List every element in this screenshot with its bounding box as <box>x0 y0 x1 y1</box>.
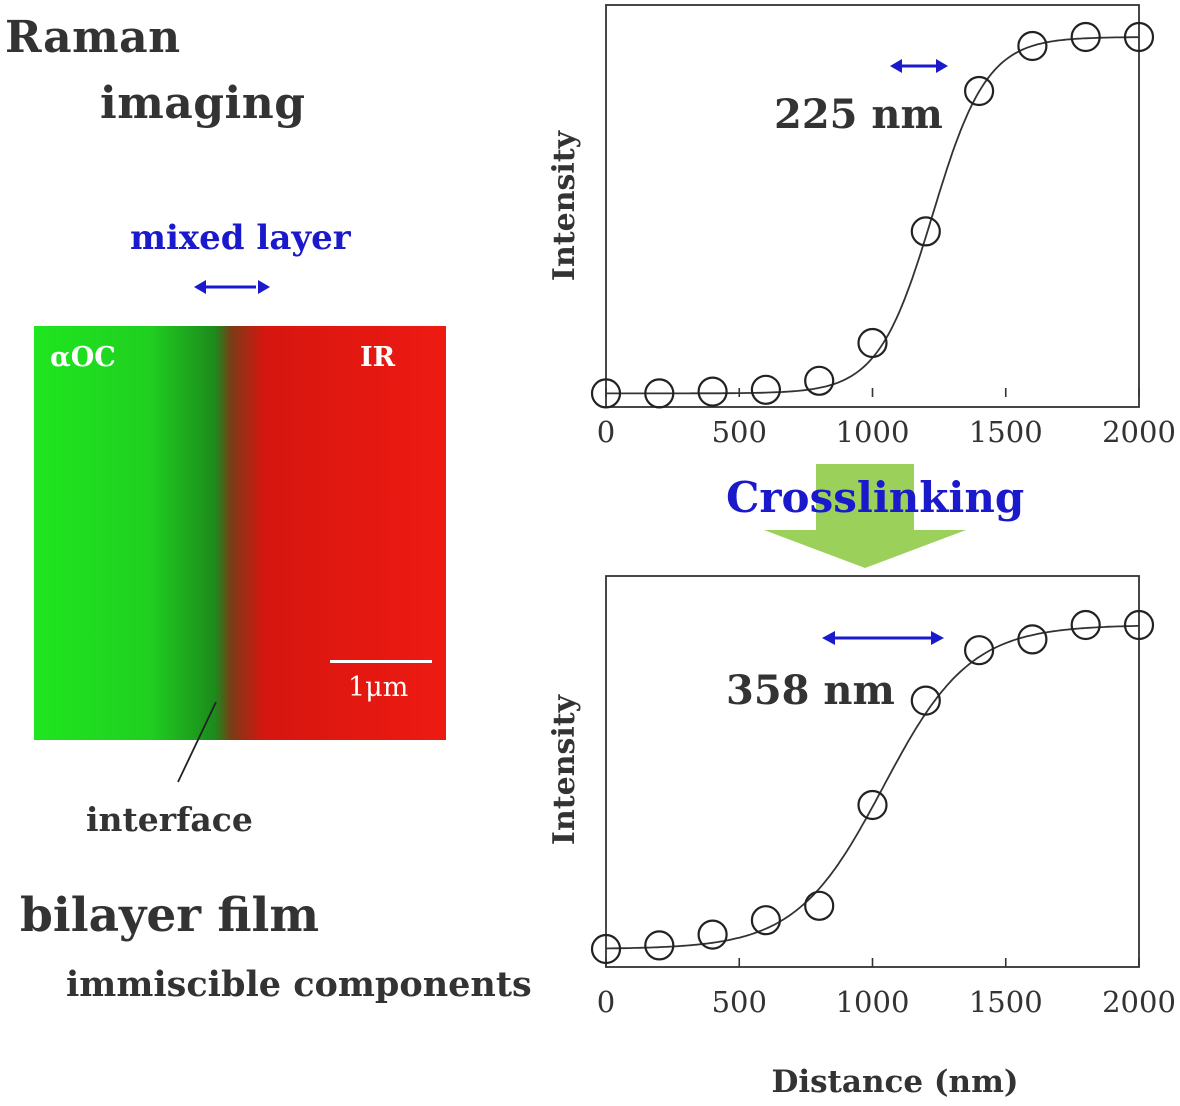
chart2-point-5 <box>857 789 888 821</box>
chart2-width-annotation: 358 nm <box>726 667 895 714</box>
chart1-xtick-label-2: 1000 <box>836 415 910 449</box>
chart2-xtick-label-1: 500 <box>712 985 767 1019</box>
chart1-point-5 <box>857 327 888 359</box>
map-label-aoc: αOC <box>50 342 116 373</box>
chart1-point-8 <box>1017 30 1048 62</box>
chart1-width-annotation: 225 nm <box>774 91 943 138</box>
chart1-point-2 <box>697 376 728 407</box>
chart2-xtick-label-0: 0 <box>597 985 615 1019</box>
chart2-xtick-label-2: 1000 <box>836 985 910 1019</box>
chart2-xtick-label-4: 2000 <box>1102 985 1176 1019</box>
scale-bar <box>330 660 432 663</box>
chart2-point-7 <box>964 635 995 666</box>
chart2-point-9 <box>1070 609 1101 641</box>
map-label-ir: IR <box>360 342 396 373</box>
scale-bar-label: 1μm <box>348 672 409 703</box>
chart2-point-3 <box>750 905 781 936</box>
chart1-point-0 <box>590 378 622 409</box>
chart2-fit-curve <box>605 625 1139 950</box>
chart1-point-3 <box>750 374 781 405</box>
chart-before-crosslinking: 0 500 1000 1500 2000 Intensity 225 nm <box>547 4 1176 449</box>
chart1-xtick-label-0: 0 <box>597 415 615 449</box>
mixed-layer-label: mixed layer <box>130 218 351 258</box>
chart2-ylabel: Intensity <box>547 693 582 845</box>
raman-map-image: αOC IR 1μm <box>34 326 446 740</box>
caption-immiscible-components: immiscible components <box>66 964 532 1005</box>
crosslinking-arrow-icon <box>764 464 966 568</box>
interface-label: interface <box>86 800 253 839</box>
title-imaging: imaging <box>100 78 306 129</box>
chart1-width-arrow-icon <box>890 59 948 73</box>
chart2-point-6 <box>910 685 941 716</box>
interface-pointer-line <box>177 701 217 783</box>
chart2-xtick-label-3: 1500 <box>969 985 1043 1019</box>
chart2-point-10 <box>1123 609 1155 641</box>
mixed-layer-double-arrow-icon <box>194 280 270 294</box>
chart1-point-1 <box>644 378 675 409</box>
chart1-ylabel: Intensity <box>547 129 582 281</box>
chart1-point-9 <box>1070 21 1101 53</box>
chart1-xtick-label-1: 500 <box>712 415 767 449</box>
chart1-point-7 <box>964 75 995 107</box>
chart2-point-0 <box>590 933 622 965</box>
chart2-frame <box>605 575 1140 968</box>
caption-bilayer-film: bilayer film <box>20 888 320 943</box>
chart1-xtick-label-3: 1500 <box>969 415 1043 449</box>
crosslinking-label: Crosslinking <box>726 473 1025 522</box>
chart2-point-4 <box>804 890 835 921</box>
chart2-point-1 <box>644 930 675 961</box>
chart2-xlabel: Distance (nm) <box>771 1064 1018 1100</box>
chart1-point-6 <box>910 216 941 247</box>
chart1-point-10 <box>1123 21 1155 53</box>
title-raman: Raman <box>5 12 181 63</box>
chart2-width-arrow-icon <box>822 631 944 645</box>
chart1-point-4 <box>804 365 835 396</box>
chart2-point-8 <box>1017 624 1048 655</box>
chart1-xtick-label-4: 2000 <box>1102 415 1176 449</box>
chart2-point-2 <box>697 919 728 950</box>
chart1-frame <box>605 4 1140 408</box>
chart-after-crosslinking: 0 500 1000 1500 2000 Intensity Distance (nm)… <box>547 575 1176 1100</box>
